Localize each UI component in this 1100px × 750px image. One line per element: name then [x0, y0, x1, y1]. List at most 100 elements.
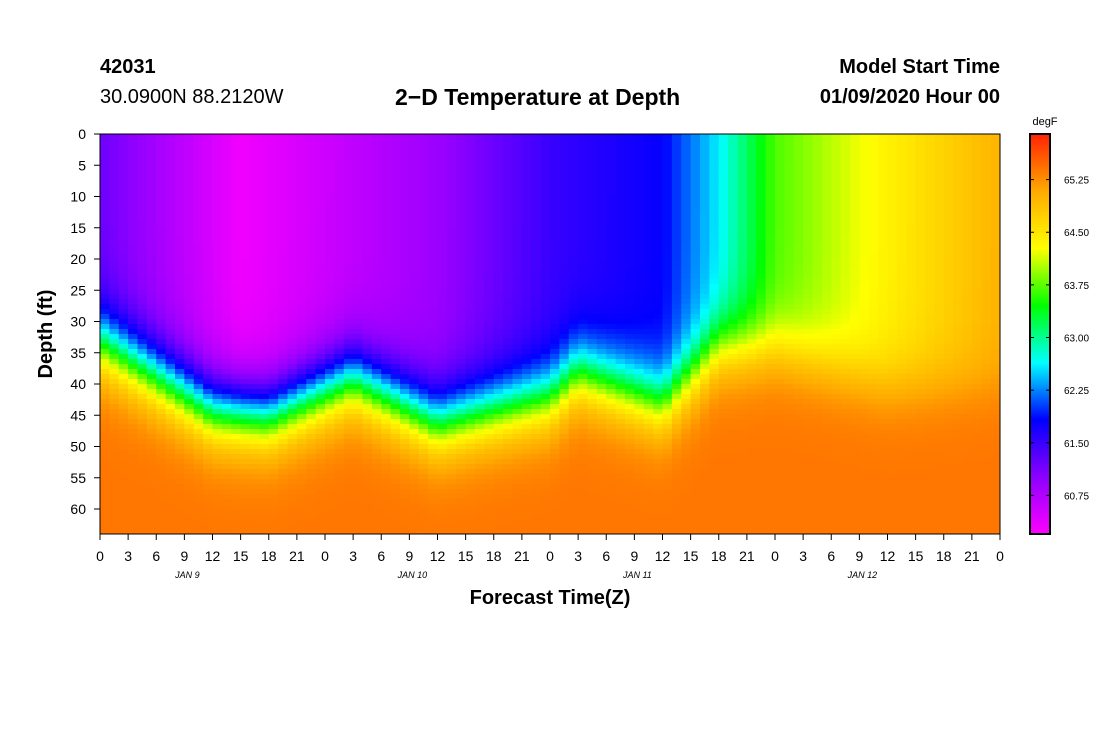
heat-cell — [212, 304, 223, 310]
heat-cell — [493, 189, 504, 195]
heat-cell — [268, 284, 279, 290]
heat-cell — [268, 209, 279, 215]
heat-cell — [587, 219, 598, 225]
heat-cell — [587, 394, 598, 400]
heat-cell — [287, 489, 298, 495]
heat-cell — [540, 464, 551, 470]
heat-cell — [400, 409, 410, 415]
heat-cell — [231, 269, 242, 275]
heat-cell — [362, 449, 373, 455]
heat-cell — [231, 184, 242, 190]
heat-cell — [306, 364, 317, 370]
heat-cell — [306, 179, 317, 185]
heat-cell — [212, 264, 223, 270]
heat-cell — [625, 414, 635, 420]
heat-cell — [596, 309, 607, 315]
heat-cell — [165, 409, 176, 415]
heat-cell — [465, 284, 476, 290]
heat-cell — [521, 319, 532, 325]
heat-cell — [493, 484, 504, 490]
heat-cell — [643, 139, 654, 145]
heat-cell — [512, 399, 523, 405]
heat-cell — [146, 339, 157, 345]
heat-cell — [662, 369, 673, 375]
heat-cell — [521, 159, 532, 165]
heat-cell — [296, 209, 307, 215]
heat-cell — [493, 444, 504, 450]
heat-cell — [400, 429, 410, 435]
heat-cell — [643, 434, 654, 440]
heat-cell — [409, 444, 420, 450]
heat-cell — [540, 354, 551, 360]
heat-cell — [559, 389, 570, 395]
heat-cell — [540, 289, 551, 295]
heat-cell — [118, 434, 129, 440]
heat-cell — [559, 164, 570, 170]
heat-cell — [465, 309, 476, 315]
heat-cell — [315, 194, 326, 200]
heat-cell — [100, 419, 110, 425]
heat-cell — [400, 499, 410, 505]
heat-cell — [343, 364, 354, 370]
heat-cell — [212, 164, 223, 170]
heat-cell — [231, 179, 242, 185]
heat-cell — [193, 364, 204, 370]
heat-cell — [203, 404, 214, 410]
heat-cell — [362, 359, 373, 365]
heat-cell — [484, 289, 495, 295]
heat-cell — [446, 154, 457, 160]
heat-cell — [409, 449, 420, 455]
heat-cell — [353, 374, 364, 380]
heat-cell — [278, 134, 289, 140]
heat-cell — [165, 164, 176, 170]
heat-cell — [568, 244, 579, 250]
heat-cell — [287, 254, 298, 260]
heat-cell — [250, 424, 260, 430]
heat-cell — [587, 279, 598, 285]
heat-cell — [521, 459, 532, 465]
heat-cell — [156, 179, 167, 185]
heat-cell — [165, 234, 176, 240]
heat-cell — [212, 374, 223, 380]
heat-cell — [671, 284, 682, 290]
heat-cell — [118, 254, 129, 260]
heat-cell — [400, 159, 410, 165]
heat-cell — [512, 454, 523, 460]
heat-cell — [250, 309, 260, 315]
heat-cell — [118, 414, 129, 420]
heat-cell — [343, 184, 354, 190]
heat-cell — [606, 479, 617, 485]
heat-cell — [559, 199, 570, 205]
heat-cell — [156, 244, 167, 250]
heat-cell — [625, 474, 635, 480]
heat-cell — [203, 219, 214, 225]
heat-cell — [221, 459, 232, 465]
heat-cell — [371, 384, 382, 390]
heat-cell — [446, 399, 457, 405]
model-start-label: Model Start Time — [839, 56, 1000, 78]
heat-cell — [325, 204, 335, 210]
heat-cell — [587, 204, 598, 210]
heat-cell — [137, 469, 148, 475]
heat-cell — [625, 389, 635, 395]
heat-cell — [634, 184, 645, 190]
heat-cell — [146, 404, 157, 410]
heat-cell — [381, 159, 392, 165]
heat-cell — [540, 284, 551, 290]
heat-cell — [559, 484, 570, 490]
heat-cell — [184, 519, 195, 525]
heat-cell — [531, 199, 542, 205]
heat-cell — [221, 149, 232, 155]
heat-cell — [503, 519, 514, 525]
heat-cell — [343, 384, 354, 390]
heat-cell — [109, 419, 120, 425]
heat-cell — [296, 204, 307, 210]
heat-cell — [409, 224, 420, 230]
heat-cell — [390, 324, 401, 330]
heat-cell — [418, 329, 429, 335]
heat-cell — [287, 459, 298, 465]
heat-cell — [643, 444, 654, 450]
heat-cell — [503, 484, 514, 490]
heat-cell — [456, 234, 467, 240]
heat-cell — [428, 314, 439, 320]
